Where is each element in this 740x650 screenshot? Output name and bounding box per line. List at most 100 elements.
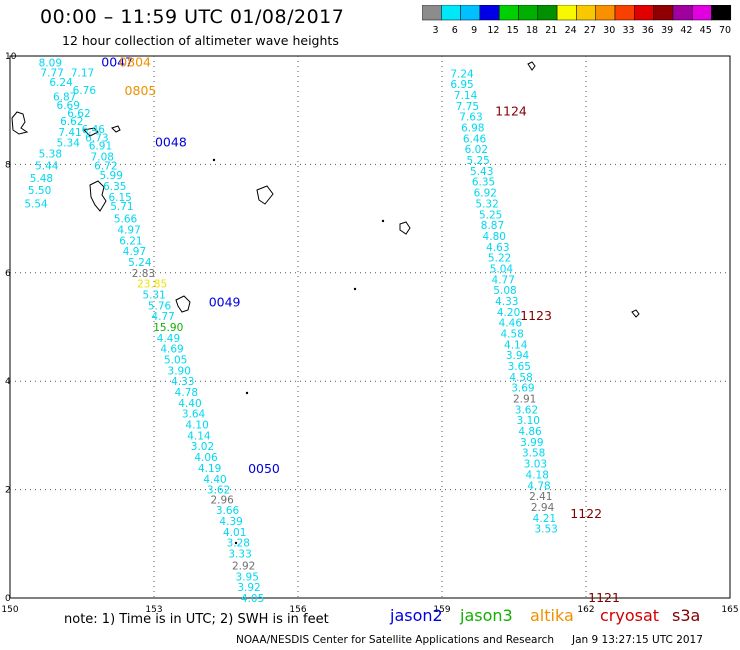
swh-value: 2.92 xyxy=(232,560,255,572)
color-scale-label: 39 xyxy=(661,25,673,36)
lat-tick-label: 4 xyxy=(5,377,11,387)
swh-value: 6.35 xyxy=(103,181,126,193)
swh-value: 3.69 xyxy=(511,383,534,395)
swh-value: 4.05 xyxy=(241,593,264,605)
color-scale-label: 21 xyxy=(545,25,557,36)
color-scale-label: 9 xyxy=(471,25,477,36)
lat-tick-label: 6 xyxy=(5,269,11,279)
satellite-cryosat: cryosat xyxy=(600,606,660,625)
swh-value: 4.20 xyxy=(497,307,520,319)
swh-value: 4.78 xyxy=(527,480,550,492)
chart-title: 00:00 – 11:59 UTC 01/08/2017 xyxy=(40,6,345,28)
pass-time-label: 0048 xyxy=(155,135,187,150)
swh-value: 4.01 xyxy=(223,527,246,539)
pass-time-label: 1124 xyxy=(495,103,527,118)
units-note: note: 1) Time is in UTC; 2) SWH is in fe… xyxy=(64,612,329,627)
swh-value: 7.41 xyxy=(58,127,81,139)
swh-value: 5.04 xyxy=(490,263,514,275)
islet-dot xyxy=(381,219,385,223)
swh-value: 3.53 xyxy=(534,524,557,536)
swh-value: 4.49 xyxy=(157,333,180,345)
swh-value: 5.43 xyxy=(470,166,493,178)
swh-value: 2.83 xyxy=(132,268,155,280)
islet-dot xyxy=(234,541,238,545)
island-outline xyxy=(175,295,191,313)
swh-value: 3.66 xyxy=(216,505,240,517)
swh-value: 5.05 xyxy=(164,355,187,367)
swh-value: 2.91 xyxy=(513,394,536,406)
pass-time-label: 0804 xyxy=(119,55,151,70)
color-scale-label: 45 xyxy=(700,25,712,36)
islet-dot xyxy=(245,391,249,395)
swh-value: 6.95 xyxy=(450,79,473,91)
swh-value: 3.92 xyxy=(237,582,260,594)
lat-tick-label: 8 xyxy=(5,160,11,170)
swh-value: 4.40 xyxy=(178,398,201,410)
color-scale-label: 3 xyxy=(432,25,438,36)
swh-value: 5.25 xyxy=(479,209,502,221)
swh-value: 6.98 xyxy=(461,123,484,135)
lat-tick-label: 2 xyxy=(5,486,11,496)
swh-value: 4.18 xyxy=(526,469,549,481)
swh-value: 3.10 xyxy=(517,415,540,427)
pass-time-label: 1121 xyxy=(588,590,620,605)
swh-value: 4.78 xyxy=(175,387,198,399)
swh-value: 4.10 xyxy=(185,420,208,432)
color-scale-label: 36 xyxy=(642,25,654,36)
swh-value: 4.33 xyxy=(495,296,518,308)
swh-value: 3.64 xyxy=(182,409,206,421)
swh-value: 3.65 xyxy=(508,361,531,373)
lat-tick-label: 10 xyxy=(5,52,17,62)
swh-value: 6.92 xyxy=(474,188,497,200)
swh-value: 5.66 xyxy=(114,214,138,226)
swh-value: 5.44 xyxy=(35,160,59,172)
color-scale-label: 15 xyxy=(507,25,519,36)
swh-value: 5.31 xyxy=(142,289,165,301)
satellite-jason2: jason2 xyxy=(390,606,443,625)
color-swatch xyxy=(711,5,732,21)
color-scale-label: 33 xyxy=(622,25,634,36)
island-outline xyxy=(82,127,99,137)
island-outline xyxy=(111,125,121,133)
swh-value: 7.75 xyxy=(456,101,479,113)
swh-value: 3.62 xyxy=(207,485,230,497)
lon-tick-label: 156 xyxy=(289,605,306,615)
swh-value: 4.58 xyxy=(509,372,532,384)
pass-time-label: 1123 xyxy=(520,308,552,323)
swh-value: 4.33 xyxy=(171,376,194,388)
swh-value: 2.41 xyxy=(529,491,552,503)
swh-value: 5.50 xyxy=(28,185,51,197)
swh-value: 8.87 xyxy=(481,220,504,232)
swh-value: 7.63 xyxy=(459,112,482,124)
swh-value: 5.38 xyxy=(39,149,62,161)
swh-value: 3.28 xyxy=(227,538,250,550)
lon-tick-label: 159 xyxy=(433,605,450,615)
swh-value: 5.32 xyxy=(475,198,498,210)
swh-value: 7.24 xyxy=(450,68,474,80)
swh-value: 4.21 xyxy=(533,513,556,525)
swh-value: 6.69 xyxy=(57,100,80,112)
swh-value: 3.58 xyxy=(522,448,545,460)
swh-value: 4.40 xyxy=(203,474,226,486)
swh-value: 4.86 xyxy=(518,426,542,438)
swh-value: 3.99 xyxy=(520,437,543,449)
swh-value: 5.54 xyxy=(24,198,48,210)
swh-value: 7.08 xyxy=(91,151,114,163)
swh-value: 4.69 xyxy=(160,344,183,356)
lat-tick-label: 0 xyxy=(5,594,11,604)
swh-value: 2.96 xyxy=(210,494,234,506)
swh-value: 6.62 xyxy=(67,108,90,120)
swh-value: 6.91 xyxy=(89,140,112,152)
swh-value: 5.34 xyxy=(57,138,81,150)
color-scale-label: 30 xyxy=(603,25,615,36)
island-outline xyxy=(256,185,274,205)
swh-value: 5.48 xyxy=(30,173,53,185)
generated-timestamp: Jan 9 13:27:15 UTC 2017 xyxy=(572,634,703,646)
swh-value: 23.85 xyxy=(137,279,167,291)
lon-tick-label: 162 xyxy=(577,605,594,615)
swh-value: 3.33 xyxy=(228,549,251,561)
color-scale-label: 42 xyxy=(680,25,692,36)
swh-value: 4.97 xyxy=(123,246,146,258)
